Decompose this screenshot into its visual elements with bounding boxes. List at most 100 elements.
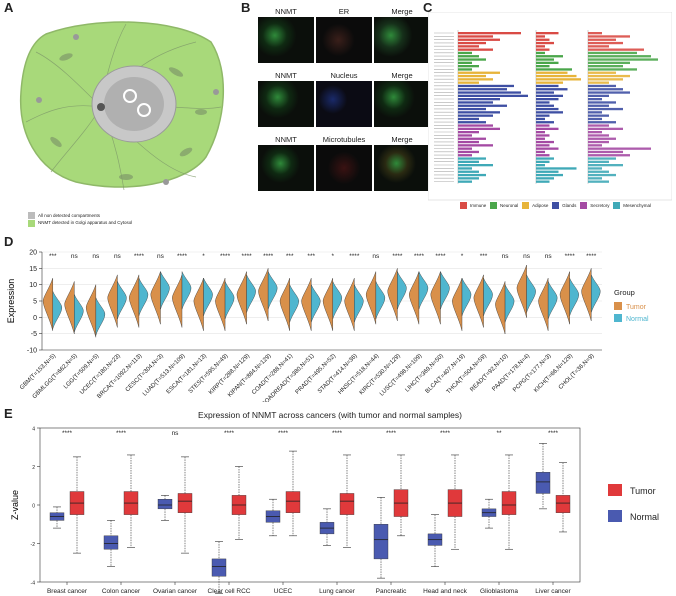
tissue-bar	[458, 127, 500, 131]
significance-label: ****	[62, 430, 73, 437]
violin-tumor	[430, 271, 441, 325]
tissue-bar	[458, 154, 472, 157]
tissue-bar	[536, 107, 559, 111]
tissue-bar	[536, 78, 581, 81]
y-tick-label: 0	[33, 315, 37, 322]
x-tick-label: LUAD(T=513,N=109)	[142, 353, 186, 397]
violin-normal	[224, 281, 235, 320]
tissue-bar	[536, 111, 563, 114]
label-r1c1: NNMT	[275, 7, 297, 16]
image-nucleus	[316, 81, 372, 127]
violin-normal	[117, 281, 127, 320]
tissue-bar	[536, 48, 550, 51]
tissue-bar	[536, 91, 554, 94]
tissue-bar	[458, 88, 507, 91]
significance-label: ***	[307, 253, 315, 260]
box-normal-box	[103, 535, 119, 550]
tissue-bar	[536, 51, 545, 55]
tissue-bar	[536, 55, 563, 58]
y-axis-label: Expression	[6, 279, 16, 324]
x-tick-label: KIRP(T=288,N=129)	[208, 353, 251, 396]
y-tick-label: 20	[29, 250, 37, 257]
tissue-bar	[458, 150, 479, 154]
x-tick-label: Pancreatic	[376, 588, 407, 595]
box-normal-box	[535, 472, 551, 494]
significance-label: ****	[435, 253, 446, 260]
image-nnmt-1	[258, 17, 314, 63]
violin-tumor	[344, 278, 355, 331]
violin-normal	[203, 278, 213, 316]
significance-label: ****	[263, 253, 274, 260]
tissue-bar	[536, 101, 550, 104]
significance-label: ****	[349, 253, 360, 260]
significance-label: ns	[71, 253, 79, 260]
significance-label: ns	[157, 253, 165, 260]
legend-mesenchymal: Mesenchymal	[613, 202, 651, 209]
violin-normal	[160, 271, 170, 310]
x-tick-label: ESCA(T=181,N=13)	[166, 353, 208, 395]
image-er	[316, 17, 372, 63]
tissue-bar	[458, 81, 479, 84]
tissue-bar	[536, 177, 554, 180]
significance-label: ***	[480, 253, 488, 260]
x-tick-label: Head and neck	[423, 588, 467, 595]
tissue-bar	[536, 61, 559, 65]
significance-label: ****	[242, 253, 253, 260]
violin-tumor	[215, 278, 226, 331]
tissue-bar	[458, 68, 472, 71]
tissue-bar	[536, 157, 554, 160]
tissue-bar	[536, 38, 550, 41]
significance-label: ****	[134, 253, 145, 260]
y-tick-label: 15	[29, 266, 37, 273]
tissue-bar	[458, 140, 479, 144]
tissue-bar	[458, 65, 479, 68]
tissue-bar	[458, 124, 493, 127]
tissue-bar	[458, 137, 486, 140]
label-r3c1: NNMT	[275, 135, 297, 144]
violin-chart: -10-505101520Expression***GBM(T=153,N=5)…	[6, 250, 649, 403]
tissue-bar	[588, 78, 623, 81]
cell-legend: All non detected compartments NNMT detec…	[28, 212, 132, 227]
tissue-bar	[458, 38, 500, 41]
tissue-bar	[588, 177, 602, 180]
image-merge-3	[374, 145, 430, 191]
violin-normal	[397, 271, 407, 310]
legend-immune: Immune	[460, 202, 489, 209]
image-merge-2	[374, 81, 430, 127]
tissue-bar	[536, 137, 545, 140]
image-microtubules	[316, 145, 372, 191]
violin-tumor	[581, 268, 592, 321]
tissue-bar	[458, 173, 486, 177]
tissue-bar	[588, 104, 609, 107]
y-tick-label: -10	[27, 348, 37, 355]
tissue-bar	[536, 150, 545, 154]
violin-normal	[95, 297, 106, 336]
x-tick-label: UCEC	[274, 588, 293, 595]
tissue-bar	[458, 160, 479, 164]
violin-tumor	[150, 271, 161, 325]
legend-swatch-normal	[614, 314, 622, 322]
x-tick-label: STES(T=595,N=49)	[188, 353, 230, 395]
legend-secretory: Secretory	[580, 202, 612, 209]
tissue-bar	[536, 68, 572, 71]
label-r2c3: Merge	[391, 71, 413, 80]
violin-tumor	[559, 271, 570, 325]
significance-label: ****	[177, 253, 188, 260]
x-tick-label: Lung cancer	[319, 588, 356, 595]
tissue-bar	[458, 94, 528, 98]
tissue-bar	[536, 124, 550, 127]
x-tick-label: STAD(T=414,N=36)	[317, 353, 359, 395]
significance-label: ns	[92, 253, 100, 260]
panel-label-c: C	[423, 0, 433, 15]
tissue-bar	[458, 91, 521, 94]
panel-label-d: D	[4, 234, 14, 249]
tissue-bar	[536, 164, 545, 167]
legend-item-golgi-cytosol: NNMT detected in Golgi apparatus and Cyt…	[28, 219, 132, 227]
tissue-bar	[536, 154, 550, 157]
significance-label: ns	[172, 430, 180, 437]
tissue-bar	[536, 94, 563, 98]
violin-normal	[52, 291, 63, 329]
violin-tumor	[236, 271, 247, 325]
tissue-bar	[588, 134, 609, 137]
tissue-bar	[588, 81, 609, 84]
